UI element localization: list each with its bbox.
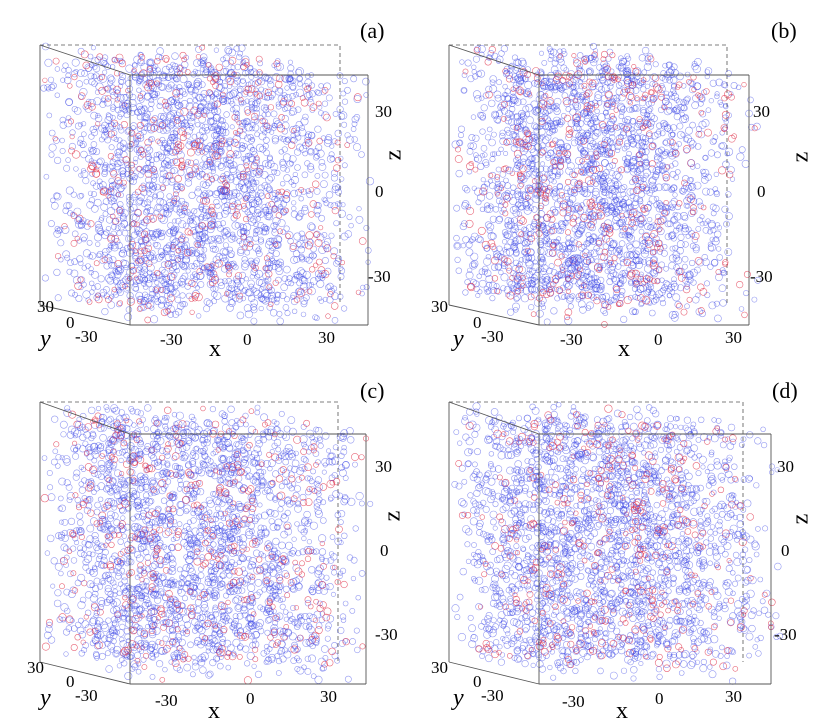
panel-label: (c) [360, 378, 385, 403]
y-tick-top: 30 [37, 297, 54, 316]
y-axis-label: y [453, 685, 464, 711]
x-axis-label: x [209, 336, 221, 362]
z-axis-label: z [787, 513, 814, 525]
x-axis-label: x [616, 698, 628, 724]
x-tick-left: -30 [560, 330, 583, 349]
x-tick-right: 30 [725, 687, 742, 706]
x-tick-right: 30 [725, 328, 742, 347]
z-tick-bottom: -30 [368, 267, 391, 286]
y-axis-label: y [453, 326, 464, 352]
z-tick-mid: 0 [781, 541, 790, 560]
particle-cloud [40, 42, 375, 325]
panel-label: (b) [771, 18, 797, 43]
panel-label: (a) [360, 18, 385, 43]
y-tick-mid: 0 [66, 672, 75, 691]
z-tick-mid: 0 [375, 182, 384, 201]
z-axis-label: z [380, 149, 407, 161]
particle-cloud [40, 404, 374, 685]
cluster-render-c [39, 401, 374, 685]
y-tick-top: 30 [431, 658, 448, 677]
z-axis-label: z [379, 510, 406, 522]
x-tick-left: -30 [160, 330, 183, 349]
y-tick-mid: 0 [473, 313, 482, 332]
z-tick-top: 30 [777, 457, 794, 476]
z-tick-top: 30 [375, 102, 392, 121]
x-tick-left: -30 [562, 692, 585, 711]
x-axis-label: x [618, 336, 630, 362]
y-tick-bottom: -30 [75, 686, 98, 705]
x-tick-right: 30 [320, 687, 337, 706]
panel-label: (d) [772, 378, 798, 403]
y-tick-bottom: -30 [481, 686, 504, 705]
panel-c: (c) 30 0 -30 z -30 0 30 x 30 0 -30 y [0, 364, 408, 727]
particle-cloud [451, 401, 784, 685]
y-axis-label: y [40, 326, 51, 352]
y-tick-bottom: -30 [75, 327, 98, 346]
panel-a: (a) 30 0 -30 z -30 0 30 x 30 0 -30 y [0, 0, 408, 363]
z-tick-bottom: -30 [750, 267, 773, 286]
x-tick-mid: 0 [246, 689, 255, 708]
z-tick-top: 30 [753, 102, 770, 121]
y-tick-bottom: -30 [481, 327, 504, 346]
particle-cloud [451, 42, 762, 328]
z-axis-label: z [787, 151, 814, 163]
x-tick-mid: 0 [655, 689, 664, 708]
y-tick-mid: 0 [473, 672, 482, 691]
x-tick-left: -30 [155, 691, 178, 710]
x-tick-mid: 0 [654, 330, 663, 349]
y-axis-label: y [40, 685, 51, 711]
z-tick-mid: 0 [757, 182, 766, 201]
panel-b: (b) 30 0 -30 z -30 0 30 x 30 0 -30 y [409, 0, 817, 363]
y-tick-top: 30 [27, 658, 44, 677]
x-axis-label: x [208, 698, 220, 724]
z-tick-top: 30 [375, 457, 392, 476]
z-tick-bottom: -30 [375, 625, 398, 644]
z-tick-mid: 0 [380, 541, 389, 560]
y-tick-mid: 0 [66, 313, 75, 332]
x-tick-right: 30 [318, 328, 335, 347]
cluster-render-d [448, 401, 784, 685]
cluster-render-b [448, 42, 762, 328]
x-tick-mid: 0 [243, 330, 252, 349]
cluster-render-a [39, 42, 375, 326]
y-tick-top: 30 [431, 297, 448, 316]
z-tick-bottom: -30 [774, 625, 797, 644]
panel-d: (d) 30 0 -30 z -30 0 30 x 30 0 -30 y [409, 364, 817, 727]
